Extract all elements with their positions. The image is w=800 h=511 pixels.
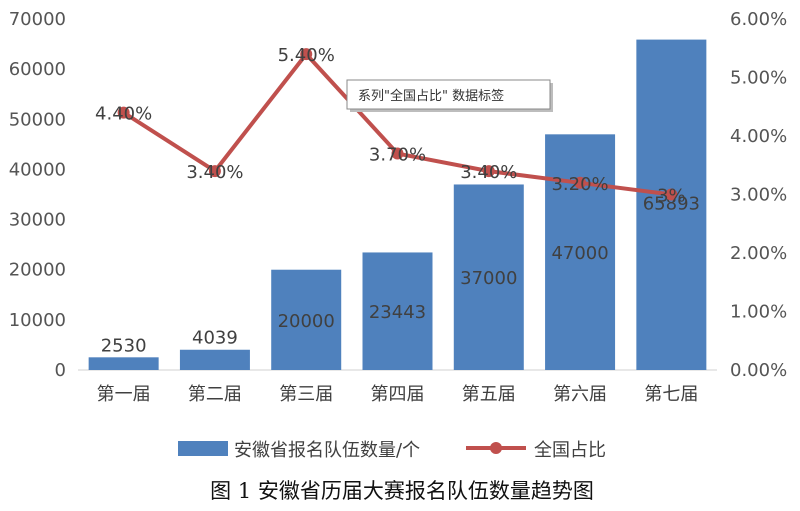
bar: [362, 252, 433, 370]
bar-data-labels: 2530 4039 20000 23443 37000 47000 65893: [101, 194, 700, 357]
bar-data-label: 37000: [460, 268, 517, 289]
line-data-label: 5.40%: [278, 45, 335, 66]
legend-bar-label: 安徽省报名队伍数量/个: [234, 440, 420, 461]
line-data-label: 3.40%: [460, 162, 517, 183]
line-point: [665, 188, 678, 201]
bar: [545, 134, 616, 370]
category-label: 第四届: [371, 384, 425, 405]
left-tick-label: 50000: [9, 109, 66, 130]
bar: [636, 39, 707, 371]
left-tick-label: 10000: [9, 310, 66, 331]
bar-data-label: 47000: [551, 243, 608, 264]
data-label-tooltip: 系列"全国占比" 数据标签: [346, 79, 553, 112]
line-point: [208, 165, 221, 178]
right-tick-label: 4.00%: [730, 126, 787, 147]
line-point: [300, 48, 313, 61]
right-tick-label: 0.00%: [730, 360, 787, 381]
bar: [179, 349, 250, 370]
left-tick-label: 20000: [9, 260, 66, 281]
line-point: [117, 106, 130, 119]
figure-caption: 图 1 安徽省历届大赛报名队伍数量趋势图: [210, 479, 594, 503]
line-data-label: 3.40%: [186, 162, 243, 183]
category-label: 第七届: [644, 384, 698, 405]
tooltip-text: 系列"全国占比" 数据标签: [358, 88, 504, 104]
legend-bar-swatch: [178, 441, 228, 456]
right-tick-label: 5.00%: [730, 68, 787, 89]
category-label: 第一届: [97, 384, 151, 405]
left-tick-label: 30000: [9, 210, 66, 231]
left-tick-label: 60000: [9, 59, 66, 80]
line-point: [482, 165, 495, 178]
tooltip-box: [346, 79, 551, 110]
category-label: 第二届: [188, 384, 242, 405]
category-labels: 第一届 第二届 第三届 第四届 第五届 第六届 第七届: [97, 384, 699, 405]
right-tick-label: 1.00%: [730, 302, 787, 323]
category-label: 第五届: [462, 384, 516, 405]
right-tick-label: 3.00%: [730, 185, 787, 206]
bar: [453, 184, 524, 370]
bar-series: [88, 39, 707, 371]
bar-data-label: 2530: [101, 335, 147, 356]
category-label: 第三届: [279, 384, 333, 405]
bar-data-label: 20000: [278, 311, 335, 332]
left-tick-label: 70000: [9, 9, 66, 30]
legend: 安徽省报名队伍数量/个 全国占比: [178, 440, 606, 461]
category-label: 第六届: [553, 384, 607, 405]
line-point: [391, 147, 404, 160]
legend-line-marker: [490, 442, 502, 454]
bar: [88, 357, 159, 370]
line-data-labels: 4.40% 3.40% 5.40% 3.70% 3.40% 3.20% 3%: [95, 45, 686, 206]
bar-data-label: 4039: [192, 328, 238, 349]
bar-data-label: 65893: [643, 194, 700, 215]
line-point: [574, 176, 587, 189]
bar: [271, 269, 342, 370]
left-axis-ticks: 0 10000 20000 30000 40000 50000 60000 70000: [9, 9, 66, 381]
line-data-label: 3.70%: [369, 145, 426, 166]
right-axis-ticks: 0.00% 1.00% 2.00% 3.00% 4.00% 5.00% 6.00%: [730, 9, 787, 381]
left-tick-label: 0: [55, 360, 66, 381]
line-data-label: 3.20%: [551, 174, 608, 195]
line-series: [117, 48, 678, 201]
line-data-label: 3%: [657, 186, 686, 207]
bar-data-label: 23443: [369, 302, 426, 323]
legend-line-label: 全国占比: [534, 440, 606, 461]
left-tick-label: 40000: [9, 159, 66, 180]
line-data-label: 4.40%: [95, 104, 152, 125]
right-tick-label: 6.00%: [730, 9, 787, 30]
right-tick-label: 2.00%: [730, 243, 787, 264]
